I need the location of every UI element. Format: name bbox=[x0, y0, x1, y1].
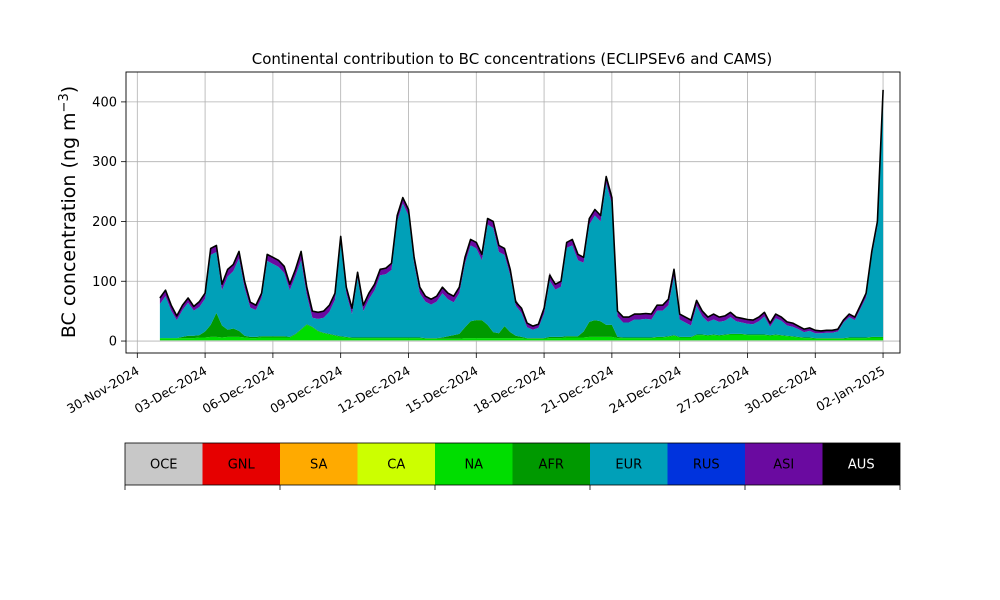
legend-swatch bbox=[512, 443, 590, 485]
color-legend: OCE GNL SA CA NA AFR EUR RUS ASI AUS bbox=[124, 442, 901, 490]
legend-item-sa: SA bbox=[280, 443, 358, 485]
y-tick-label: 0 bbox=[109, 335, 117, 350]
y-tick-label: 400 bbox=[92, 95, 117, 110]
legend-swatch bbox=[357, 443, 435, 485]
chart-title: Continental contribution to BC concentra… bbox=[252, 50, 773, 68]
legend-item-afr: AFR bbox=[512, 443, 590, 485]
legend-label: OCE bbox=[150, 458, 178, 473]
total-line bbox=[159, 89, 884, 332]
legend-label: AUS bbox=[848, 458, 875, 473]
legend-swatch bbox=[435, 443, 513, 485]
legend-label: AFR bbox=[539, 458, 564, 473]
legend-swatch bbox=[125, 443, 203, 485]
legend-swatch bbox=[822, 443, 900, 485]
legend-label: EUR bbox=[615, 458, 642, 473]
legend-item-rus: RUS bbox=[667, 443, 745, 485]
legend-swatch bbox=[280, 443, 358, 485]
legend-swatch bbox=[590, 443, 668, 485]
legend-swatch bbox=[667, 443, 745, 485]
y-axis-label: BC concentration (ng m−3) bbox=[57, 86, 81, 338]
area-series-afr bbox=[159, 312, 884, 339]
y-tick-label: 100 bbox=[92, 275, 117, 290]
legend-item-oce: OCE bbox=[125, 443, 203, 485]
legend-item-gnl: GNL bbox=[202, 443, 280, 485]
y-axis-label-close: ) bbox=[58, 86, 80, 93]
y-tick-label: 300 bbox=[92, 155, 117, 170]
legend-label: ASI bbox=[773, 458, 794, 473]
legend-label: GNL bbox=[228, 458, 256, 473]
legend-item-eur: EUR bbox=[590, 443, 668, 485]
legend-label: CA bbox=[387, 458, 405, 473]
legend-swatch bbox=[745, 443, 823, 485]
legend-swatch bbox=[202, 443, 280, 485]
plot-frame bbox=[125, 71, 901, 354]
legend-item-na: NA bbox=[435, 443, 513, 485]
area-series-na bbox=[159, 324, 884, 341]
legend-item-ca: CA bbox=[357, 443, 435, 485]
legend-label: RUS bbox=[693, 458, 720, 473]
y-axis-label-exponent: −3 bbox=[57, 93, 72, 112]
y-tick-label: 200 bbox=[92, 215, 117, 230]
legend-item-asi: ASI bbox=[745, 443, 823, 485]
legend-label: NA bbox=[464, 458, 483, 473]
legend-item-aus: AUS bbox=[822, 443, 900, 485]
legend-label: SA bbox=[310, 458, 327, 473]
stacked-areas bbox=[159, 89, 884, 341]
area-series-oce bbox=[159, 340, 884, 341]
legend-frame bbox=[124, 442, 901, 486]
y-axis-label-text: BC concentration (ng m bbox=[58, 112, 80, 338]
area-series-eur bbox=[159, 96, 884, 339]
